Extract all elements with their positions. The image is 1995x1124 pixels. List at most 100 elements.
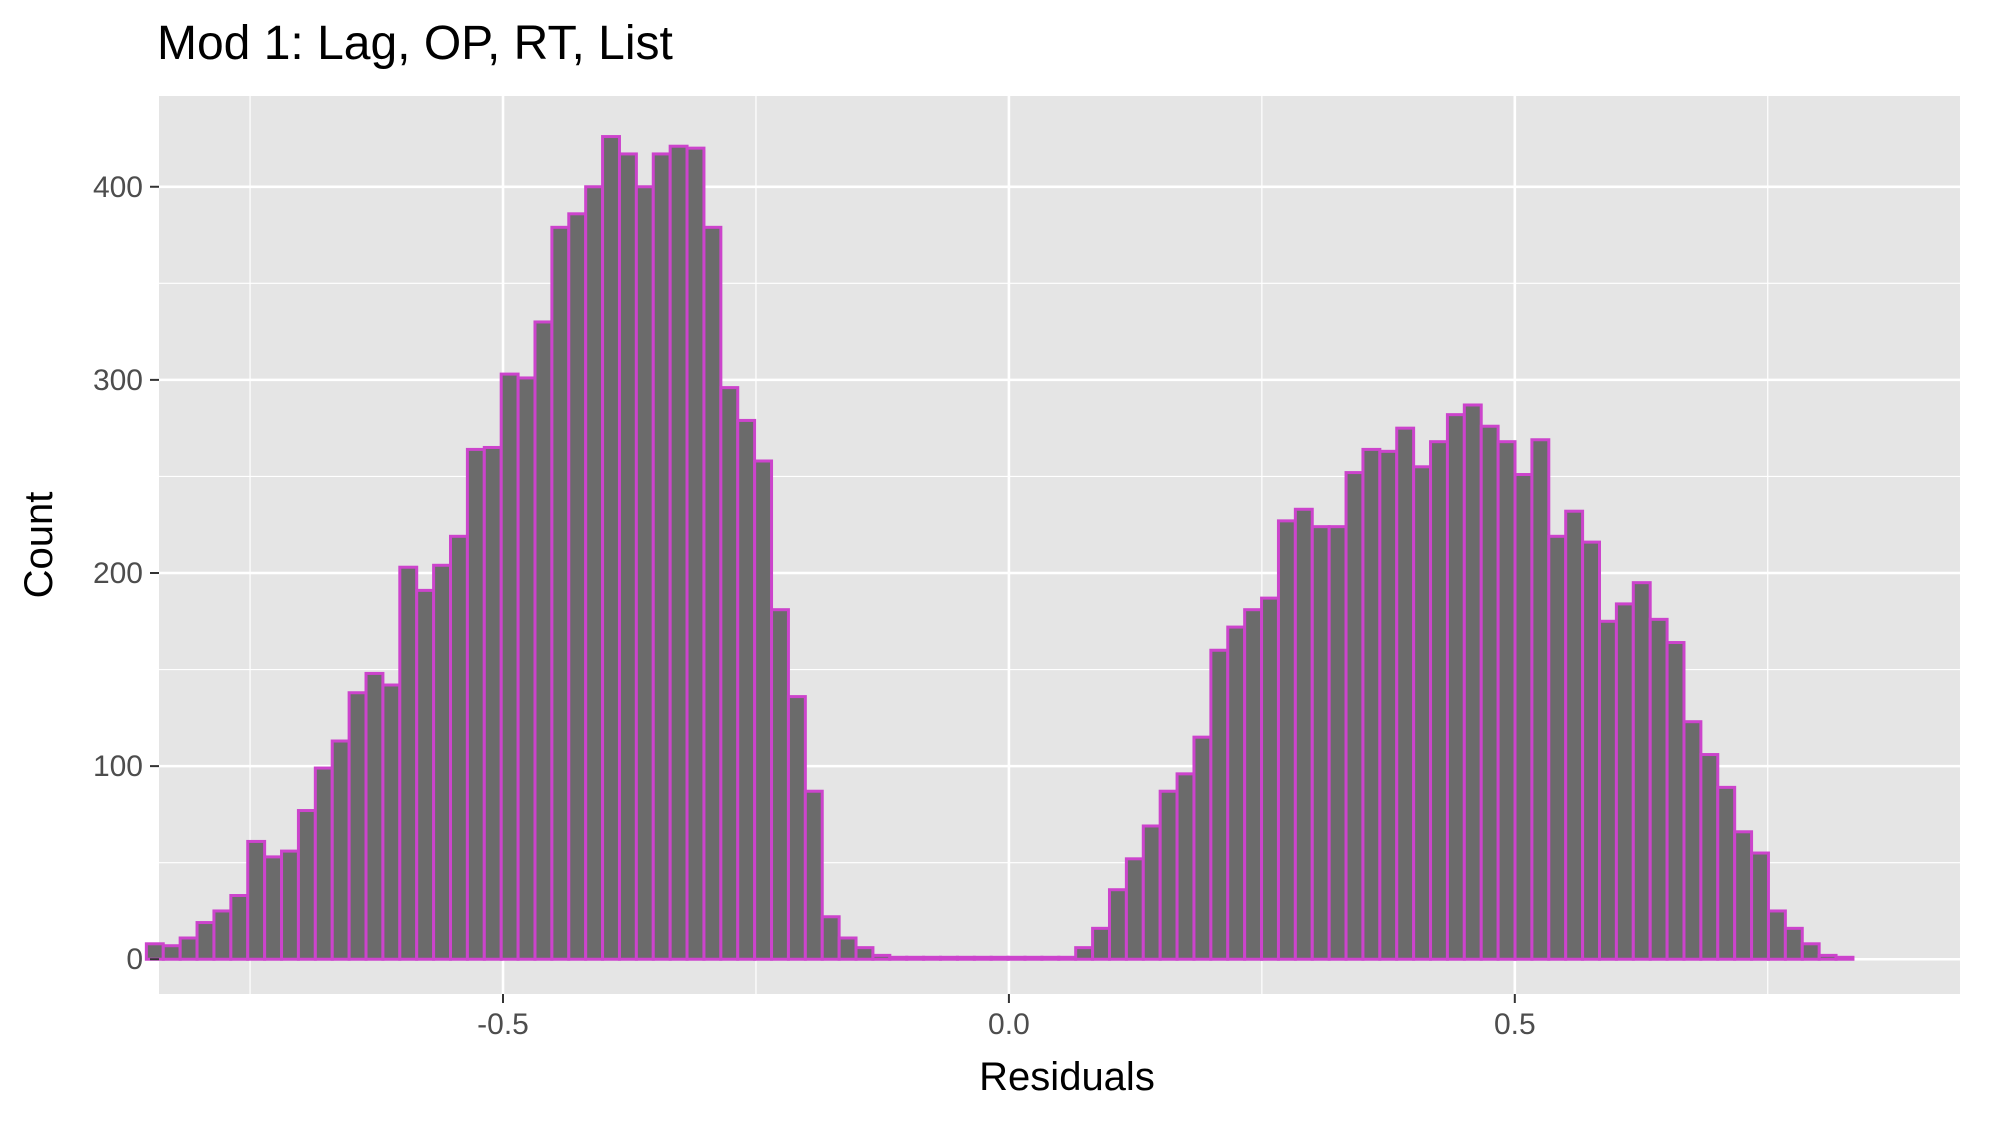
histogram-bar — [871, 953, 892, 961]
x-tick-label: -0.5 — [477, 1008, 529, 1041]
histogram-bar — [432, 563, 452, 961]
histogram-bar — [1327, 525, 1348, 961]
histogram-bar — [381, 683, 402, 961]
histogram-bar — [1631, 581, 1652, 961]
histogram-bar — [1243, 608, 1264, 961]
histogram-bar — [465, 447, 486, 961]
histogram-bar — [448, 534, 469, 961]
histogram-bar — [719, 386, 740, 961]
histogram-bar — [1817, 953, 1838, 961]
histogram-bar — [702, 225, 723, 961]
histogram-bar — [1260, 596, 1280, 961]
y-tick-label: 200 — [93, 557, 143, 590]
histogram-bar — [584, 185, 605, 961]
histogram-bar — [1006, 955, 1027, 961]
histogram-bar — [1091, 926, 1111, 961]
y-tick-label: 300 — [93, 364, 143, 397]
histogram-bar — [516, 376, 537, 961]
histogram-bar — [1192, 735, 1213, 961]
histogram-bar — [1107, 888, 1128, 961]
histogram-bar — [736, 418, 757, 961]
histogram-bar — [482, 445, 503, 961]
histogram-bar — [313, 766, 334, 961]
histogram-bar — [364, 671, 385, 961]
histogram-bar — [1023, 955, 1044, 961]
histogram-bar — [246, 839, 267, 961]
histogram-bar — [1581, 540, 1601, 961]
histogram-bar — [1597, 619, 1618, 961]
histogram-bar — [1226, 625, 1247, 961]
histogram-bar — [1716, 785, 1737, 961]
x-tick-label: 0.0 — [988, 1008, 1030, 1041]
y-tick-label: 0 — [126, 943, 143, 976]
histogram-bar — [1074, 946, 1095, 961]
histogram-bar — [1564, 509, 1585, 961]
histogram-bar — [567, 212, 588, 961]
y-axis: 0 100 200 300 400 — [93, 171, 159, 976]
histogram-bar — [1547, 534, 1568, 961]
histogram-bar — [601, 135, 621, 961]
histogram-bar — [144, 942, 165, 961]
histogram-bar — [1800, 942, 1821, 961]
histogram-bar — [1344, 471, 1365, 961]
histogram-bar — [1665, 641, 1686, 961]
histogram-bar — [786, 695, 807, 961]
histogram-bar — [972, 955, 993, 961]
histogram-bar — [296, 809, 317, 961]
histogram-bar — [1141, 824, 1162, 961]
histogram-bar — [280, 849, 300, 961]
histogram-bar — [922, 955, 943, 961]
histogram-bar — [1750, 851, 1770, 961]
histogram-bars — [144, 135, 1855, 961]
histogram-bar — [1462, 403, 1483, 961]
histogram-bar — [668, 144, 689, 961]
histogram-bar — [1834, 955, 1855, 961]
histogram-bar — [1310, 525, 1331, 961]
histogram-bar — [989, 955, 1010, 961]
y-tick-label: 400 — [93, 171, 143, 204]
histogram-bar — [888, 955, 909, 961]
histogram-bar — [1496, 440, 1517, 961]
histogram-bar — [770, 608, 790, 961]
histogram-bar — [634, 185, 655, 961]
histogram-bar — [1530, 438, 1551, 961]
histogram-bar — [1276, 519, 1297, 961]
histogram-bar — [939, 955, 959, 961]
histogram-bar — [1513, 473, 1534, 961]
chart-title: Mod 1: Lag, OP, RT, List — [157, 17, 673, 70]
histogram-bar — [854, 946, 875, 961]
y-tick-label: 100 — [93, 750, 143, 783]
histogram-bar — [1057, 955, 1078, 961]
x-axis: -0.5 0.0 0.5 — [477, 994, 1536, 1041]
histogram-bar — [1412, 465, 1433, 961]
histogram-bar — [837, 936, 858, 961]
histogram-bar — [415, 588, 436, 961]
y-axis-title: Count — [17, 492, 61, 599]
histogram-bar — [1158, 789, 1179, 961]
histogram-bar — [229, 894, 250, 961]
histogram-bar — [685, 146, 706, 961]
histogram-bar — [1699, 753, 1720, 961]
x-axis-title: Residuals — [979, 1055, 1155, 1099]
histogram-bar — [617, 152, 638, 961]
histogram-bar — [499, 372, 520, 961]
histogram-bar — [651, 152, 672, 961]
histogram-bar — [1648, 617, 1669, 961]
histogram-bar — [1361, 447, 1382, 961]
histogram-bar — [905, 955, 926, 961]
histogram-bar — [1293, 507, 1314, 961]
histogram-bar — [1614, 602, 1635, 961]
histogram-bar — [1209, 648, 1230, 961]
histogram-bar — [803, 789, 824, 961]
histogram-bar — [1175, 772, 1196, 961]
histogram-bar — [178, 936, 199, 961]
histogram-bar — [1395, 426, 1416, 961]
histogram-bar — [330, 739, 351, 961]
histogram-bar — [1429, 440, 1449, 961]
x-tick-label: 0.5 — [1494, 1008, 1536, 1041]
histogram-bar — [1124, 857, 1145, 961]
histogram-bar — [820, 915, 841, 961]
histogram-bar — [1445, 413, 1466, 961]
histogram-bar — [1479, 424, 1500, 961]
histogram-bar — [1783, 926, 1804, 961]
